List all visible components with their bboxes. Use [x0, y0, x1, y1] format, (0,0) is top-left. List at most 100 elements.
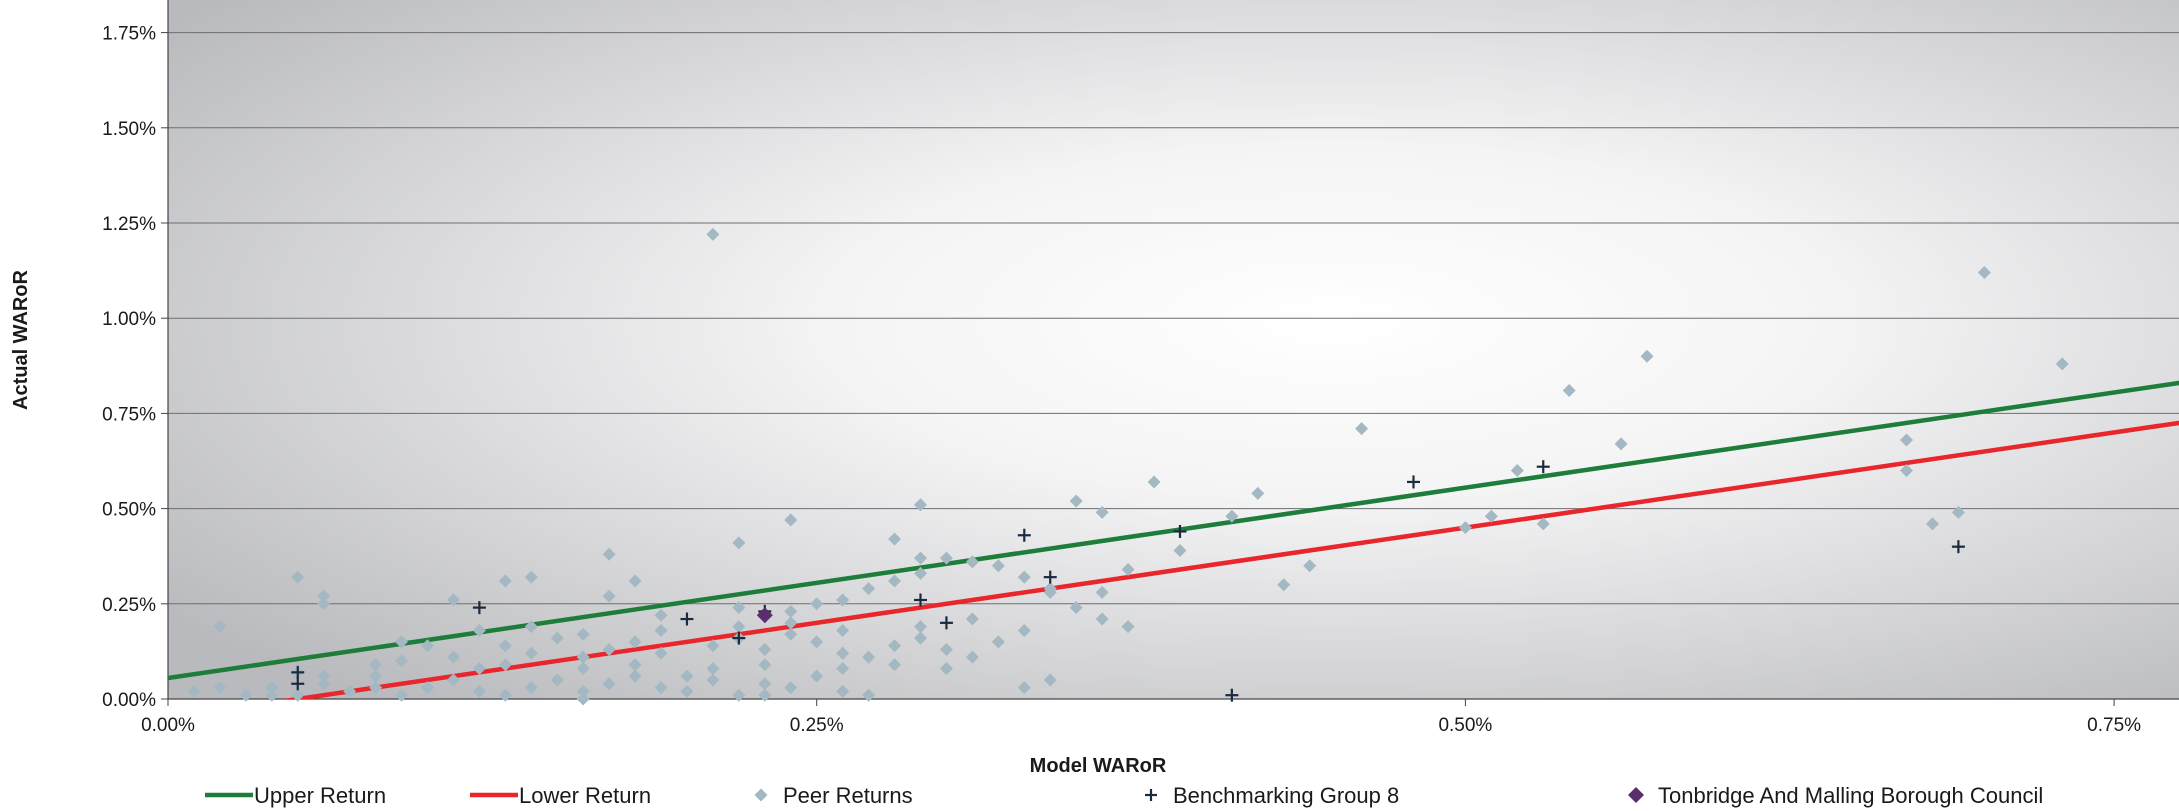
- peer-returns-point: [1069, 494, 1083, 508]
- peer-returns-point: [836, 684, 850, 698]
- peer-returns-point: [1510, 464, 1524, 478]
- peer-returns-point: [939, 551, 953, 565]
- peer-returns-point: [836, 623, 850, 637]
- peer-returns-point: [965, 650, 979, 664]
- peer-returns-point: [706, 673, 720, 687]
- benchmarking-group-8-point: [472, 601, 486, 615]
- peer-returns-point: [1977, 266, 1991, 280]
- peer-returns-point: [913, 498, 927, 512]
- peer-returns-point: [524, 620, 538, 634]
- legend-swatch-plus: [1145, 789, 1157, 801]
- peer-returns-point: [654, 608, 668, 622]
- legend-item-peer-returns: Peer Returns: [754, 783, 913, 808]
- peer-returns-point: [550, 673, 564, 687]
- peer-returns-point: [213, 681, 227, 695]
- benchmarking-group-8-point: [1017, 528, 1031, 542]
- peer-returns-point: [1017, 623, 1031, 637]
- peer-returns-point: [602, 677, 616, 691]
- peer-returns-point: [888, 574, 902, 588]
- peer-returns-point: [1951, 505, 1965, 519]
- benchmarking-group-8-point: [1173, 524, 1187, 538]
- peer-returns-point: [758, 677, 772, 691]
- peer-returns-point: [913, 631, 927, 645]
- peer-returns-point: [265, 681, 279, 695]
- peer-returns-point: [706, 639, 720, 653]
- y-tick-label: 1.00%: [102, 309, 156, 330]
- peer-returns-point: [291, 688, 305, 702]
- peer-returns-point: [576, 684, 590, 698]
- peer-returns-point: [939, 662, 953, 676]
- peer-returns-point: [498, 688, 512, 702]
- peer-returns-point: [1484, 509, 1498, 523]
- peer-returns-point: [654, 646, 668, 660]
- peer-returns-point: [369, 658, 383, 672]
- benchmarking-group-8-point: [680, 612, 694, 626]
- peer-returns-point: [1614, 437, 1628, 451]
- peer-returns-point: [395, 635, 409, 649]
- peer-returns-point: [317, 597, 331, 611]
- peer-returns-point: [965, 555, 979, 569]
- legend-item-tonbridge-and-malling-borough-council: Tonbridge And Malling Borough Council: [1628, 783, 2043, 808]
- peer-returns-point: [1173, 543, 1187, 557]
- peer-returns-point: [680, 684, 694, 698]
- peer-returns-point: [2055, 357, 2069, 371]
- benchmarking-group-8-point: [913, 593, 927, 607]
- peer-returns-point: [602, 642, 616, 656]
- legend-label: Benchmarking Group 8: [1173, 783, 1399, 808]
- peer-returns-point: [913, 551, 927, 565]
- peer-returns-point: [888, 658, 902, 672]
- peer-returns-point: [628, 658, 642, 672]
- peer-returns-point: [1640, 349, 1654, 363]
- peer-returns-point: [1017, 681, 1031, 695]
- legend-label: Upper Return: [254, 783, 386, 808]
- peer-returns-point: [1925, 517, 1939, 531]
- legend-item-lower-return: Lower Return: [470, 783, 651, 808]
- peer-returns-point: [913, 620, 927, 634]
- benchmarking-group-8-point: [1536, 460, 1550, 474]
- peer-returns-point: [758, 642, 772, 656]
- peer-returns-point: [888, 639, 902, 653]
- y-tick-label: 0.25%: [102, 595, 156, 616]
- legend-swatch-diamond: [754, 788, 768, 802]
- peer-returns-point: [576, 650, 590, 664]
- peer-returns-point: [862, 650, 876, 664]
- peer-returns-point: [810, 635, 824, 649]
- peer-returns-point: [420, 639, 434, 653]
- peer-returns-point: [732, 688, 746, 702]
- peer-returns-point: [888, 532, 902, 546]
- peer-returns-point: [862, 582, 876, 596]
- peer-returns-point: [1303, 559, 1317, 573]
- peer-returns-point: [654, 681, 668, 695]
- peer-returns-point: [472, 662, 486, 676]
- gridlines: [168, 32, 2179, 605]
- peer-returns-point: [446, 650, 460, 664]
- peer-returns-point: [784, 616, 798, 630]
- y-tick-label: 0.00%: [102, 690, 156, 711]
- peer-returns-point: [446, 593, 460, 607]
- x-tick-labels: 0.00%0.25%0.50%0.75%1.00%1.25%1.50%: [141, 715, 2141, 736]
- peer-returns-point: [628, 574, 642, 588]
- benchmarking-group-8-point: [939, 616, 953, 630]
- benchmarking-group-8-point: [1407, 475, 1421, 489]
- peer-returns-point: [836, 662, 850, 676]
- x-tick-label: 0.50%: [1438, 715, 1492, 736]
- peer-returns-point: [706, 227, 720, 241]
- legend-label: Lower Return: [519, 783, 651, 808]
- benchmarking-group-8-point: [1043, 570, 1057, 584]
- peer-returns-point: [1095, 505, 1109, 519]
- y-tick-label: 1.50%: [102, 119, 156, 140]
- benchmarking-group-8-point: [1951, 540, 1965, 554]
- peer-returns-point: [1458, 521, 1472, 535]
- peer-returns-point: [265, 688, 279, 702]
- peer-returns-point: [524, 570, 538, 584]
- peer-returns-point: [784, 604, 798, 618]
- peer-returns-point: [187, 684, 201, 698]
- tonbridge-and-malling-borough-council-point: [756, 607, 773, 624]
- peer-returns-point: [1536, 517, 1550, 531]
- peer-returns-point: [784, 513, 798, 527]
- peer-returns-point: [395, 688, 409, 702]
- peer-returns-point: [317, 677, 331, 691]
- peer-returns-point: [1277, 578, 1291, 592]
- peer-returns-point: [395, 654, 409, 668]
